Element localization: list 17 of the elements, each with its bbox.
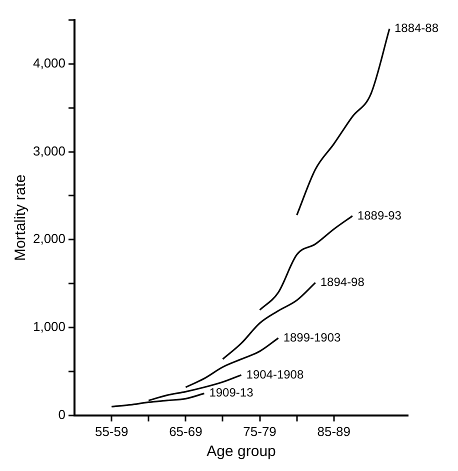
series-label: 1909-13: [209, 386, 254, 400]
series-label: 1894-98: [320, 275, 365, 290]
series-label: 1904-1908: [246, 367, 304, 382]
x-tick-label: 65-69: [169, 424, 202, 439]
y-tick-label: 2,000: [32, 231, 66, 246]
x-tick-label: 85-89: [317, 424, 351, 439]
x-axis-title: Age group: [206, 443, 276, 460]
series-label: 1889-93: [357, 208, 402, 222]
series-label: 1899-1903: [283, 330, 342, 344]
y-tick-label: 3,000: [32, 143, 66, 158]
x-tick-label: 75-79: [243, 424, 276, 439]
y-tick-label: 0: [58, 406, 66, 422]
y-axis-title: Mortality rate: [12, 174, 30, 262]
y-tick-label: 1,000: [32, 319, 66, 334]
y-tick-label: 4,000: [32, 56, 66, 71]
x-tick-label: 55-59: [94, 424, 128, 439]
series-label: 1884-88: [394, 21, 439, 36]
